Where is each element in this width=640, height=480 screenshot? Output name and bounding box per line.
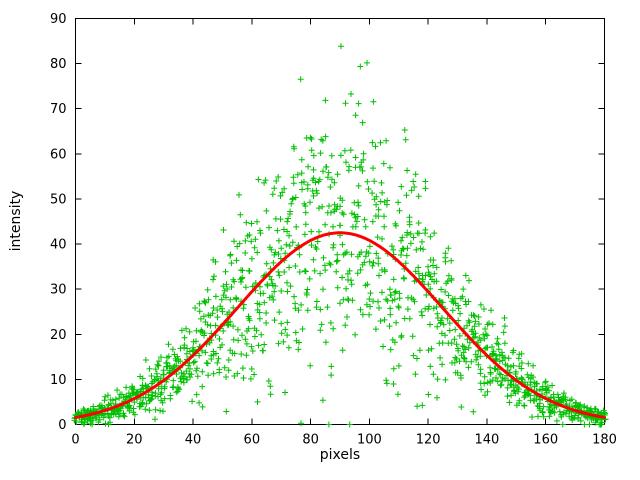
x-tick-label: 40 [185,433,202,448]
x-tick-label: 80 [302,433,319,448]
y-axis-label: intensity [8,190,24,252]
x-tick-label: 180 [592,433,617,448]
axis-ticks [75,18,605,425]
x-axis-label: pixels [319,447,361,463]
y-tick-label: 80 [50,57,67,72]
y-tick-label: 90 [50,12,67,27]
x-tick-label: 0 [71,433,79,448]
y-tick-label: 50 [50,192,67,207]
y-tick-label: 70 [50,102,67,117]
x-tick-label: 60 [244,433,261,448]
y-tick-label: 30 [50,283,67,298]
x-tick-label: 140 [475,433,500,448]
y-tick-label: 40 [50,238,67,253]
x-tick-label: 20 [126,433,143,448]
plot-frame [75,18,605,425]
x-tick-label: 120 [416,433,441,448]
y-tick-label: 60 [50,147,67,162]
y-tick-label: 20 [50,328,67,343]
x-tick-label: 100 [357,433,382,448]
fit-line [74,231,606,419]
y-tick-label: 10 [50,373,67,388]
y-tick-label: 0 [58,418,66,433]
x-tick-label: 160 [533,433,558,448]
scatter-points [71,43,609,428]
